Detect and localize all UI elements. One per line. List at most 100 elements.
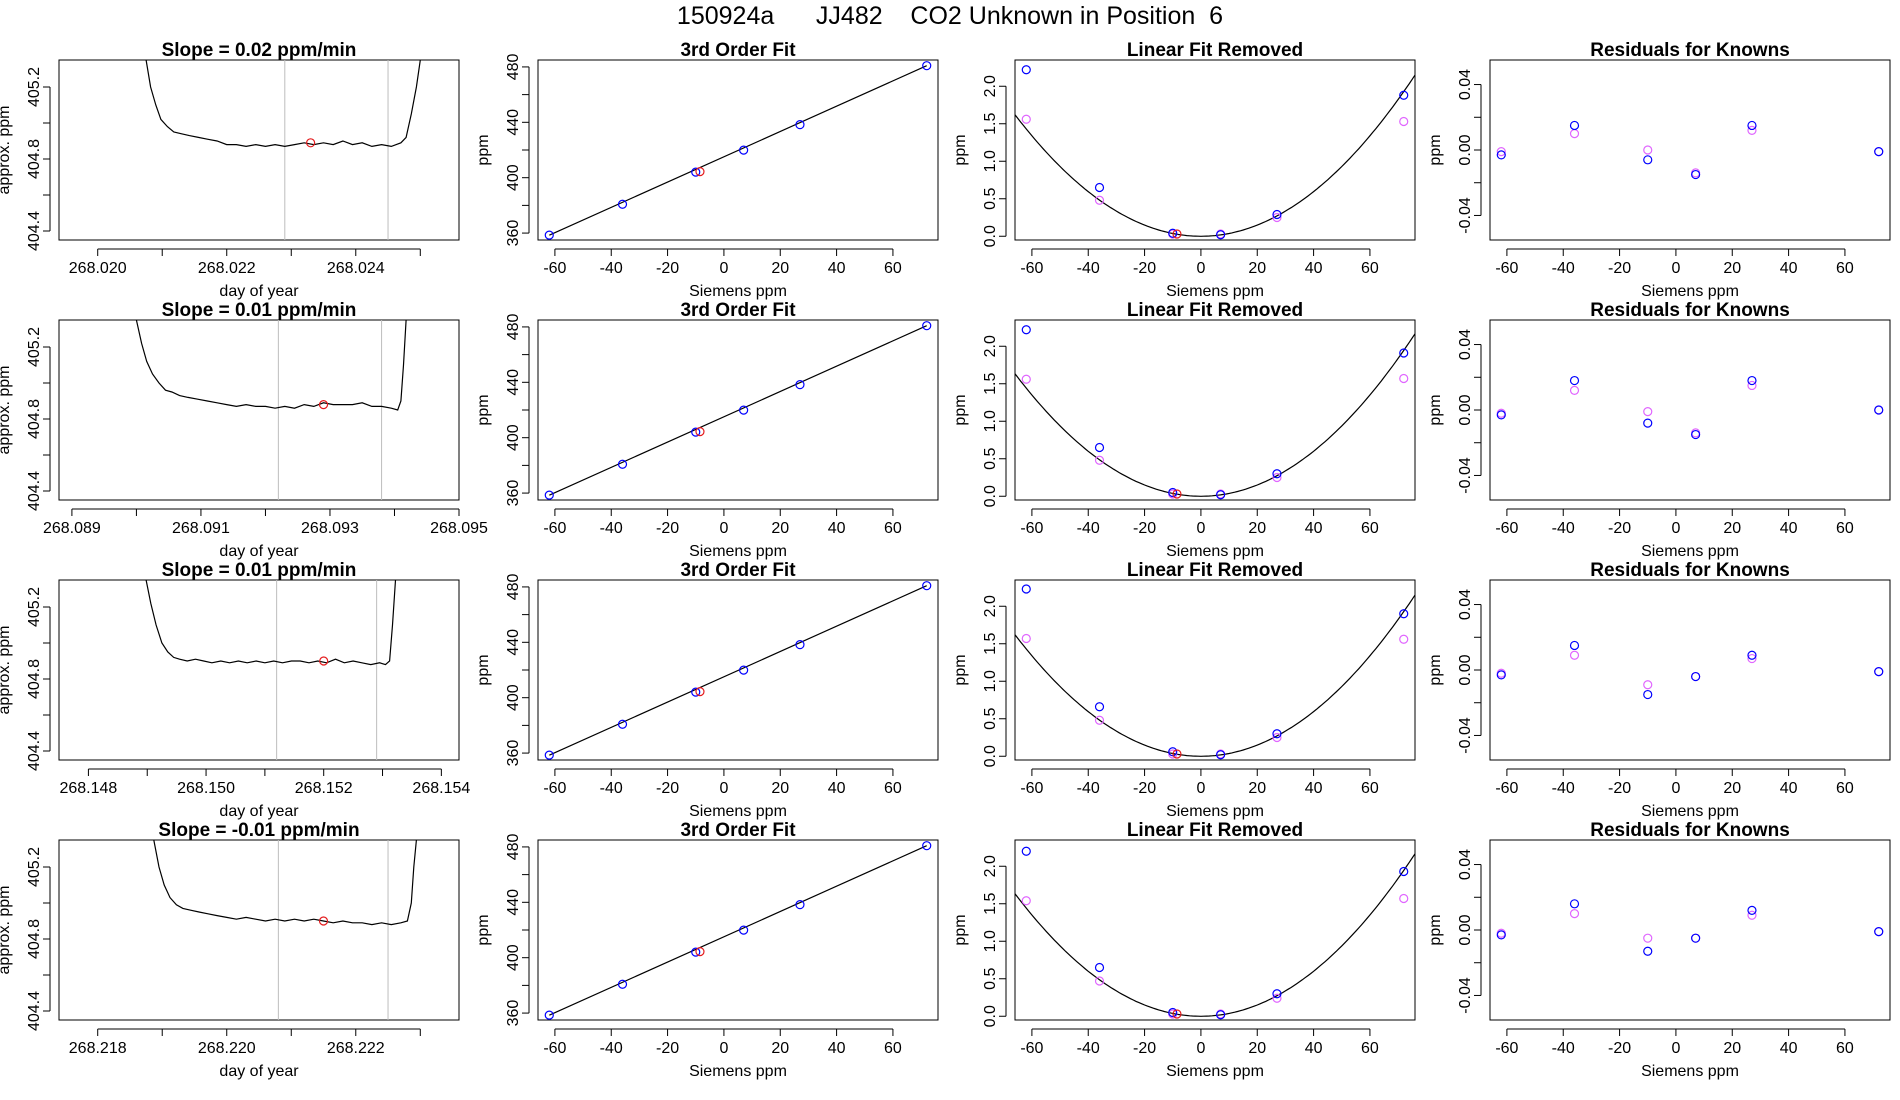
y-tick-label: 1.5 — [982, 113, 999, 135]
x-tick-label: 268.222 — [327, 1040, 385, 1057]
plot-area — [544, 841, 932, 1020]
magenta-point — [1643, 933, 1653, 943]
magenta-point — [1021, 896, 1031, 906]
x-tick-label: 268.024 — [327, 260, 385, 277]
panel-6: 3rd Order Fit -60 -40 -20 0 20 40 60 Siemens ppm… — [475, 300, 939, 560]
magenta-point — [1747, 910, 1757, 920]
fit-curve — [1015, 333, 1415, 497]
y-axis-label: ppm — [1427, 394, 1444, 425]
magenta-point — [1272, 993, 1282, 1003]
x-tick-label: 60 — [884, 1040, 902, 1057]
y-tick-label: 0.0 — [982, 485, 999, 507]
x-axis-label: Siemens ppm — [1641, 1063, 1739, 1080]
plot-frame — [1014, 59, 1416, 241]
plot-area — [1496, 640, 1884, 700]
y-tick-label: 1.0 — [982, 410, 999, 432]
x-tick-label: 0 — [1671, 1040, 1680, 1057]
blue-point — [1272, 469, 1282, 479]
x-tick-label: 268.020 — [69, 260, 127, 277]
blue-point — [1399, 348, 1409, 358]
panel-title: Slope = 0.01 ppm/min — [162, 560, 357, 581]
x-tick-label: 40 — [1305, 520, 1323, 537]
x-axis-label: day of year — [219, 543, 299, 560]
panel-1: Slope = 0.02 ppm/min 268.020 268.022 268.02… — [0, 40, 460, 300]
x-tick-label: -60 — [1020, 780, 1043, 797]
x-tick-label: 60 — [884, 780, 902, 797]
y-tick-label: 0.04 — [1457, 589, 1474, 620]
magenta-point — [1094, 455, 1105, 465]
panel-10: 3rd Order Fit -60 -40 -20 0 20 40 60 Siemens ppm… — [475, 560, 939, 820]
x-tick-label: 40 — [1780, 520, 1798, 537]
blue-point — [1399, 609, 1409, 619]
blue-point — [922, 61, 932, 71]
blue-point — [1747, 375, 1757, 386]
y-tick-label: 404.4 — [26, 211, 43, 251]
x-tick-label: -60 — [1495, 260, 1518, 277]
panel-title: Linear Fit Removed — [1127, 560, 1303, 581]
y-tick-label: 2.0 — [982, 335, 999, 357]
magenta-point — [1643, 407, 1653, 417]
x-axis-label: Siemens ppm — [1166, 283, 1264, 300]
x-tick-label: 268.154 — [412, 780, 470, 797]
blue-point — [691, 687, 701, 697]
plot-frame — [537, 579, 939, 761]
red-point — [1172, 1009, 1182, 1019]
y-tick-label: 360 — [505, 480, 522, 507]
red-point — [318, 400, 329, 410]
x-tick-label: 60 — [1836, 1040, 1854, 1057]
y-tick-label: -0.04 — [1457, 717, 1474, 754]
blue-point — [795, 380, 805, 390]
y-tick-label: 1.5 — [982, 633, 999, 655]
plot-area — [1015, 65, 1415, 240]
blue-point — [1874, 147, 1884, 157]
x-tick-label: 20 — [1248, 1040, 1266, 1057]
y-tick-label: 0.04 — [1457, 329, 1474, 360]
x-axis-label: Siemens ppm — [1166, 1063, 1264, 1080]
y-tick-label: 480 — [505, 573, 522, 600]
blue-point — [1569, 120, 1580, 131]
x-tick-label: 20 — [771, 1040, 789, 1057]
blue-point — [1747, 650, 1757, 660]
y-axis-label: approx. ppm — [0, 626, 13, 715]
blue-point — [1094, 182, 1105, 193]
x-tick-label: -60 — [1495, 780, 1518, 797]
blue-point — [691, 167, 701, 177]
x-tick-label: 20 — [1248, 520, 1266, 537]
x-tick-label: 0 — [719, 780, 728, 797]
y-tick-label: 480 — [505, 313, 522, 340]
y-tick-label: 0.04 — [1457, 69, 1474, 100]
red-point — [695, 946, 705, 957]
y-axis-label: ppm — [952, 654, 969, 685]
blue-point — [1496, 410, 1506, 420]
blue-point — [1272, 729, 1282, 739]
magenta-point — [1569, 129, 1580, 139]
y-tick-label: 0.04 — [1457, 849, 1474, 880]
x-tick-label: -40 — [1552, 780, 1575, 797]
y-tick-label: 1.5 — [982, 373, 999, 395]
x-tick-label: -40 — [600, 780, 623, 797]
x-tick-label: 20 — [1723, 1040, 1741, 1057]
y-tick-label: 2.0 — [982, 855, 999, 877]
y-axis-label: ppm — [952, 134, 969, 165]
red-point — [1172, 749, 1182, 759]
y-tick-label: 405.2 — [26, 327, 43, 367]
magenta-point — [1021, 633, 1031, 644]
red-point — [1172, 229, 1182, 239]
x-tick-label: 268.218 — [69, 1040, 127, 1057]
panel-12: Residuals for Knowns -60 -40 -20 0 20 40 60 Siem… — [1427, 560, 1891, 820]
blue-point — [739, 145, 749, 155]
magenta-point — [1094, 976, 1105, 986]
blue-point — [617, 719, 628, 729]
x-tick-label: 268.095 — [430, 520, 488, 537]
y-tick-label: 405.2 — [26, 847, 43, 887]
x-tick-label: 60 — [1836, 260, 1854, 277]
x-tick-label: 268.150 — [177, 780, 235, 797]
blue-point — [922, 841, 932, 851]
plot-frame — [537, 319, 939, 501]
blue-point — [1874, 927, 1884, 937]
plot-frame — [537, 839, 939, 1021]
magenta-point — [1569, 650, 1580, 660]
panel-title: Slope = 0.02 ppm/min — [162, 40, 357, 61]
x-tick-label: -60 — [1020, 260, 1043, 277]
y-tick-label: 0.5 — [982, 448, 999, 470]
